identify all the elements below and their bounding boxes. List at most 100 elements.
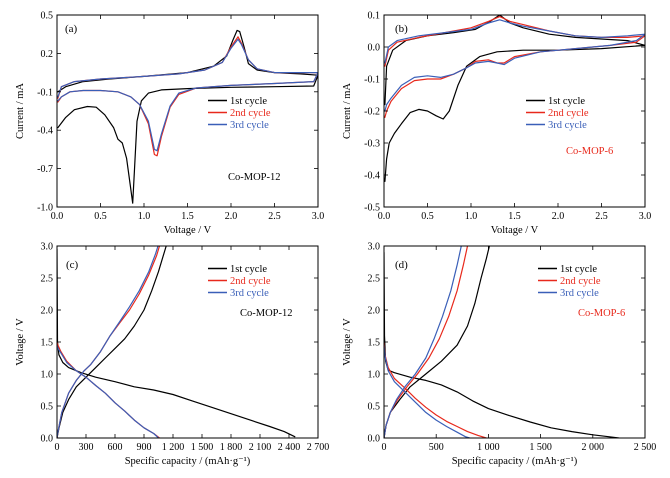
y-tick-label: -0.3 — [364, 139, 380, 150]
series-line-2 — [57, 341, 161, 438]
series-line-1 — [384, 15, 645, 182]
series-line-3 — [384, 344, 471, 438]
x-tick-label: 2 700 — [307, 442, 330, 453]
legend-label: 3rd cycle — [230, 120, 269, 131]
y-tick-label: 2.0 — [41, 306, 54, 317]
series-line-3 — [57, 38, 318, 152]
x-tick-label: 1.0 — [138, 211, 151, 222]
y-tick-label: 2.0 — [368, 306, 381, 317]
x-axis-label: Specific capacity / (mAh·g⁻¹) — [125, 456, 251, 467]
y-tick-label: 3.0 — [41, 242, 54, 253]
x-tick-label: 0 — [55, 442, 60, 453]
legend-label: 2nd cycle — [230, 108, 271, 119]
y-tick-label: -0.4 — [364, 171, 380, 182]
series-line-3-charge — [57, 246, 159, 438]
sample-label: Co-MOP-12 — [228, 172, 281, 183]
x-tick-label: 1.5 — [181, 211, 194, 222]
y-tick-label: 0.5 — [41, 402, 54, 413]
series-line-3-charge — [384, 246, 462, 438]
x-tick-label: 2.0 — [225, 211, 238, 222]
legend-label: 3rd cycle — [548, 120, 587, 131]
y-tick-label: -0.1 — [37, 87, 53, 98]
x-tick-label: 0.0 — [51, 211, 64, 222]
y-tick-label: 3.0 — [368, 242, 381, 253]
legend-label: 2nd cycle — [560, 276, 601, 287]
y-tick-label: 1.5 — [368, 338, 381, 349]
sample-label: Co-MOP-6 — [578, 308, 625, 319]
plot-frame — [56, 245, 319, 439]
x-tick-label: 1.0 — [465, 211, 478, 222]
x-tick-label: 3.0 — [312, 211, 325, 222]
sample-label: Co-MOP-6 — [566, 146, 613, 157]
panel-label: (d) — [395, 259, 408, 271]
series-line-1 — [57, 248, 296, 438]
panel-label: (a) — [65, 23, 78, 35]
legend-label: 1st cycle — [230, 264, 267, 275]
legend-label: 3rd cycle — [560, 288, 599, 299]
x-tick-label: 1 200 — [162, 442, 185, 453]
x-tick-label: 0.0 — [378, 211, 391, 222]
y-axis-label: Voltage / V — [342, 318, 353, 366]
x-tick-label: 2.5 — [595, 211, 608, 222]
y-tick-label: -0.5 — [364, 203, 380, 214]
legend-label: 2nd cycle — [230, 276, 271, 287]
x-tick-label: 2 400 — [278, 442, 301, 453]
y-tick-label: -0.2 — [364, 107, 380, 118]
y-tick-label: 0.1 — [368, 11, 381, 22]
y-tick-label: 0.5 — [41, 11, 54, 22]
y-tick-label: 0.0 — [368, 43, 381, 54]
series-line-3 — [57, 344, 160, 438]
x-tick-label: 2 500 — [634, 442, 657, 453]
x-tick-label: 0.5 — [94, 211, 107, 222]
y-tick-label: -1.0 — [37, 203, 53, 214]
series-line-2 — [57, 36, 318, 157]
x-tick-label: 300 — [79, 442, 94, 453]
legend-label: 3rd cycle — [230, 288, 269, 299]
x-tick-label: 0 — [382, 442, 387, 453]
plot-frame — [383, 14, 646, 208]
chart-panel-c: 0 300 600 900 1 200 1 500 1 800 2 100 2 400 2 700… — [15, 242, 329, 468]
series-line-1 — [57, 29, 318, 204]
y-tick-label: 0.0 — [368, 434, 381, 445]
legend-label: 1st cycle — [548, 96, 585, 107]
panel-label: (b) — [395, 23, 408, 35]
chart-panel-a: 0.0 0.5 1.0 1.5 2.0 2.5 3.0 -1.0 -0.7 -0.4 -0.1 0.2… — [15, 11, 324, 237]
y-tick-label: 1.0 — [41, 370, 54, 381]
legend-label: 1st cycle — [560, 264, 597, 275]
x-axis-label: Voltage / V — [491, 225, 539, 236]
x-tick-label: 2.5 — [268, 211, 281, 222]
y-tick-label: -0.1 — [364, 75, 380, 86]
x-axis-label: Specific capacity / (mAh·g⁻¹) — [452, 456, 578, 467]
x-tick-label: 0.5 — [421, 211, 434, 222]
x-tick-label: 2 100 — [249, 442, 272, 453]
x-tick-label: 1 800 — [220, 442, 243, 453]
sample-label: Co-MOP-12 — [240, 308, 293, 319]
x-tick-label: 1 500 — [529, 442, 552, 453]
y-tick-label: -0.7 — [37, 164, 53, 175]
legend-label: 1st cycle — [230, 96, 267, 107]
x-tick-label: 1 500 — [191, 442, 214, 453]
y-tick-label: -0.4 — [37, 126, 53, 137]
y-axis-label: Current / mA — [15, 83, 26, 139]
y-tick-label: 1.5 — [41, 338, 54, 349]
x-tick-label: 2.0 — [552, 211, 565, 222]
x-axis-label: Voltage / V — [164, 225, 212, 236]
y-tick-label: 0.2 — [41, 49, 54, 60]
series-line-3 — [384, 19, 645, 112]
y-tick-label: 0.5 — [368, 402, 381, 413]
x-tick-label: 2 000 — [582, 442, 605, 453]
y-axis-label: Voltage / V — [15, 318, 26, 366]
chart-panel-b: 0.0 0.5 1.0 1.5 2.0 2.5 3.0 -0.5 -0.4 -0.3 -0.2 -0.… — [342, 11, 651, 237]
panel-label: (c) — [66, 259, 79, 271]
series-line-1-charge — [384, 246, 490, 438]
y-tick-label: 1.0 — [368, 370, 381, 381]
y-tick-label: 2.5 — [41, 274, 54, 285]
x-tick-label: 600 — [108, 442, 123, 453]
x-tick-label: 1.5 — [508, 211, 521, 222]
x-tick-label: 900 — [137, 442, 152, 453]
